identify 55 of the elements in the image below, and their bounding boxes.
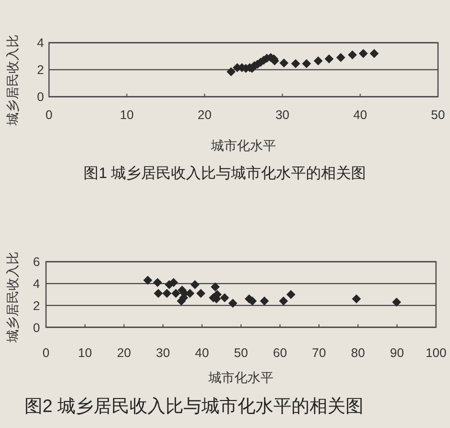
x-axis-title: 城市化水平: [210, 138, 276, 153]
point: [279, 296, 288, 306]
x-tick-label: 20: [117, 346, 131, 360]
x-tick-label: 10: [120, 108, 134, 122]
point: [228, 298, 238, 308]
point: [314, 56, 323, 66]
point: [279, 58, 288, 68]
point: [154, 288, 163, 298]
x-tick-label: 40: [353, 108, 368, 122]
x-tick-label: 10: [78, 346, 92, 360]
x-tick-label: 30: [156, 346, 170, 360]
point: [352, 294, 361, 304]
text: 图1 城乡居民收入比与城市化水平的相关图: [84, 165, 366, 182]
y-axis-title: 城乡居民收入比: [5, 34, 20, 126]
text: 图2 城乡居民收入比与城市化水平的相关图: [24, 396, 364, 416]
point: [286, 290, 296, 299]
y-tick-label: 4: [33, 277, 40, 292]
point: [370, 49, 379, 58]
x-tick-label: 40: [195, 346, 209, 360]
x-tick-label: 100: [426, 346, 446, 360]
x-tick-label: 50: [431, 108, 445, 122]
y-tick-label: 0: [33, 320, 40, 335]
x-tick-label: 50: [234, 346, 248, 360]
x-tick-label: 60: [273, 346, 287, 360]
x-tick-label: 30: [275, 108, 290, 122]
point: [171, 288, 180, 298]
point: [196, 288, 206, 298]
point: [291, 59, 300, 68]
point: [348, 50, 357, 60]
point: [324, 54, 334, 64]
point: [226, 67, 236, 76]
point: [169, 278, 178, 287]
y-tick-label: 6: [33, 255, 40, 270]
point: [220, 293, 230, 302]
x-tick-label: 70: [312, 346, 326, 360]
point: [190, 280, 200, 290]
y-tick-label: 2: [37, 63, 44, 78]
x-tick-label: 90: [390, 346, 404, 360]
point: [143, 276, 152, 285]
point: [336, 53, 346, 62]
point: [260, 296, 269, 306]
point: [358, 49, 368, 58]
y-tick-label: 2: [33, 298, 40, 313]
point: [302, 59, 312, 68]
x-tick-label: 0: [46, 108, 53, 122]
point: [392, 298, 402, 307]
y-axis-title: 城乡居民收入比: [5, 252, 20, 344]
point: [210, 282, 220, 292]
x-tick-label: 20: [198, 108, 212, 122]
point: [153, 278, 162, 287]
y-tick-label: 4: [37, 36, 44, 50]
point: [162, 288, 172, 298]
x-axis-title: 城市化水平: [208, 370, 274, 385]
y-tick-label: 0: [37, 90, 44, 104]
x-tick-label: 80: [351, 346, 365, 360]
